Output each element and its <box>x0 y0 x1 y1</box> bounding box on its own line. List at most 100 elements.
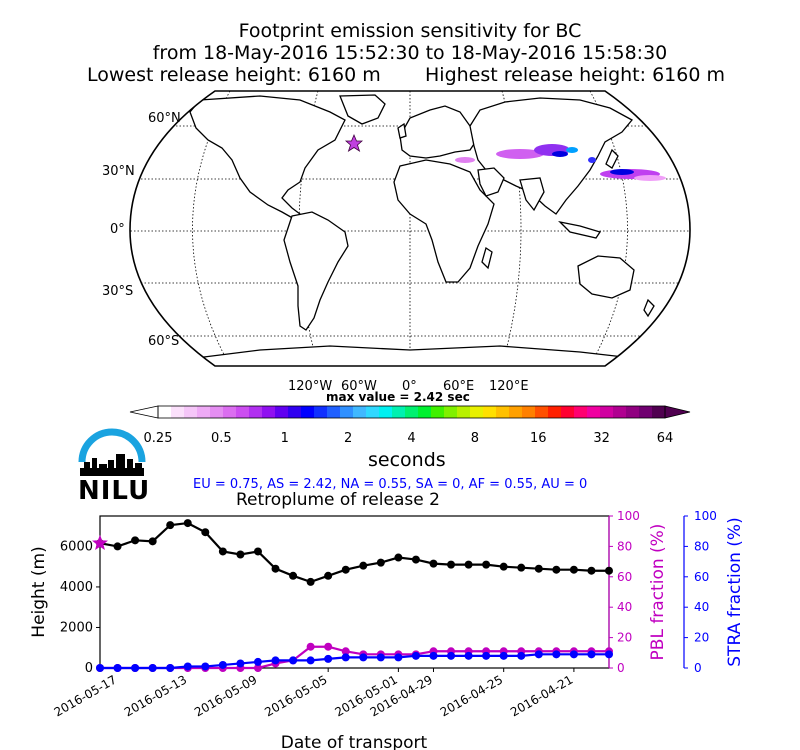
data-point <box>166 664 175 672</box>
data-point <box>464 560 473 569</box>
data-point <box>447 560 456 569</box>
colorbar-unit: seconds <box>368 449 446 471</box>
x-tick-label: 2016-05-09 <box>192 672 259 719</box>
data-point <box>411 555 420 564</box>
x-axis-label: Date of transport <box>281 733 428 750</box>
retroplume-chart: 0 2000 4000 6000 Height (m) 0 20 40 60 80 100 PBL f… <box>29 509 745 750</box>
colorbar-swatch <box>496 406 510 418</box>
y-tick-label: 0 <box>85 661 93 676</box>
stra-axis-label: STRA fraction (%) <box>725 517 745 666</box>
colorbar-swatch <box>249 406 263 418</box>
colorbar-swatch <box>470 406 484 418</box>
colorbar-tick-label: 8 <box>471 431 479 446</box>
colorbar-swatch <box>535 406 549 418</box>
colorbar-swatch <box>639 406 653 418</box>
colorbar-swatch <box>184 406 198 418</box>
data-point <box>324 642 333 651</box>
pbl-tick-label: 0 <box>617 661 625 675</box>
y-tick-label: 6000 <box>60 539 93 554</box>
stra-tick-label: 100 <box>694 509 717 523</box>
pbl-tick-label: 20 <box>617 631 632 645</box>
colorbar-swatch <box>561 406 575 418</box>
colorbar-swatch <box>405 406 419 418</box>
colorbar-swatch <box>548 406 562 418</box>
data-point <box>411 651 420 660</box>
colorbar-swatch <box>288 406 302 418</box>
release-height-marker <box>92 534 108 550</box>
colorbar-swatch <box>457 406 471 418</box>
data-point <box>218 547 227 556</box>
data-point <box>376 653 385 662</box>
logo-arc <box>78 428 146 463</box>
colorbar-swatch <box>314 406 328 418</box>
colorbar-swatch <box>600 406 614 418</box>
lon-label-0: 0° <box>402 379 417 394</box>
lat-label-30s: 30°S <box>102 284 133 299</box>
data-point <box>605 566 613 575</box>
data-point <box>464 651 473 660</box>
stra-tick-label: 0 <box>694 661 702 675</box>
colorbar-swatch <box>223 406 237 418</box>
y-tick-label: 4000 <box>60 580 93 595</box>
data-point <box>306 656 315 665</box>
data-point <box>271 656 280 665</box>
lon-label-120e: 120°E <box>489 379 529 394</box>
stra-tick-label: 40 <box>694 600 709 614</box>
data-point <box>236 659 245 668</box>
logo-text: NILU <box>78 476 151 506</box>
highest-release-height: Highest release height: 6160 m <box>425 64 725 86</box>
lat-label-60s: 60°S <box>148 334 179 349</box>
data-point <box>324 571 333 580</box>
data-point <box>131 664 140 672</box>
data-point <box>113 664 122 672</box>
x-tick-label: 2016-04-21 <box>508 672 575 719</box>
data-point <box>324 654 333 663</box>
lowest-release-height: Lowest release height: 6160 m <box>87 64 381 86</box>
map-border <box>129 90 691 367</box>
logo-skyline <box>80 454 144 476</box>
figure-title: Footprint emission sensitivity for BC <box>238 20 582 42</box>
coastlines <box>179 94 655 366</box>
x-tick-label: 2016-05-05 <box>262 672 329 719</box>
data-point <box>429 559 438 568</box>
data-point <box>429 651 438 660</box>
series-line-height <box>99 521 609 584</box>
colorbar-swatch <box>158 406 172 418</box>
colorbar-tick-label: 16 <box>530 431 547 446</box>
colorbar-swatch <box>379 406 393 418</box>
data-point <box>183 662 192 671</box>
colorbar-tick-label: 2 <box>344 431 352 446</box>
data-point <box>376 558 385 567</box>
data-point <box>341 653 350 662</box>
pbl-axis-label: PBL fraction (%) <box>648 524 668 661</box>
stra-tick-label: 60 <box>694 570 709 584</box>
nilu-logo <box>78 428 146 476</box>
colorbar-swatch <box>431 406 445 418</box>
lat-label-0: 0° <box>110 222 125 237</box>
colorbar-swatch <box>262 406 276 418</box>
colorbar-frame <box>157 405 666 419</box>
x-tick-label: 2016-05-17 <box>52 672 119 719</box>
pbl-tick-label: 40 <box>617 600 632 614</box>
colorbar-swatch <box>574 406 588 418</box>
colorbar-swatch <box>444 406 458 418</box>
x-tick-label: 2016-05-13 <box>122 672 189 719</box>
data-point <box>148 664 157 672</box>
colorbar-swatch <box>210 406 224 418</box>
stra-tick-label: 80 <box>694 539 709 553</box>
y-tick-label: 2000 <box>60 620 93 635</box>
series-line-stra-fraction <box>100 653 609 670</box>
data-point <box>253 547 262 556</box>
colorbar-max-extension <box>664 405 691 419</box>
colorbar-tick-label: 1 <box>281 431 289 446</box>
data-point <box>359 561 368 570</box>
data-point <box>148 537 157 546</box>
data-point <box>166 521 175 530</box>
data-point <box>394 553 403 562</box>
lon-label-120w: 120°W <box>288 379 332 394</box>
colorbar-tick-label: 32 <box>593 431 610 446</box>
lon-label-60e: 60°E <box>443 379 474 394</box>
data-point <box>253 664 262 672</box>
world-map <box>130 91 690 366</box>
colorbar-min-extension <box>129 405 159 419</box>
